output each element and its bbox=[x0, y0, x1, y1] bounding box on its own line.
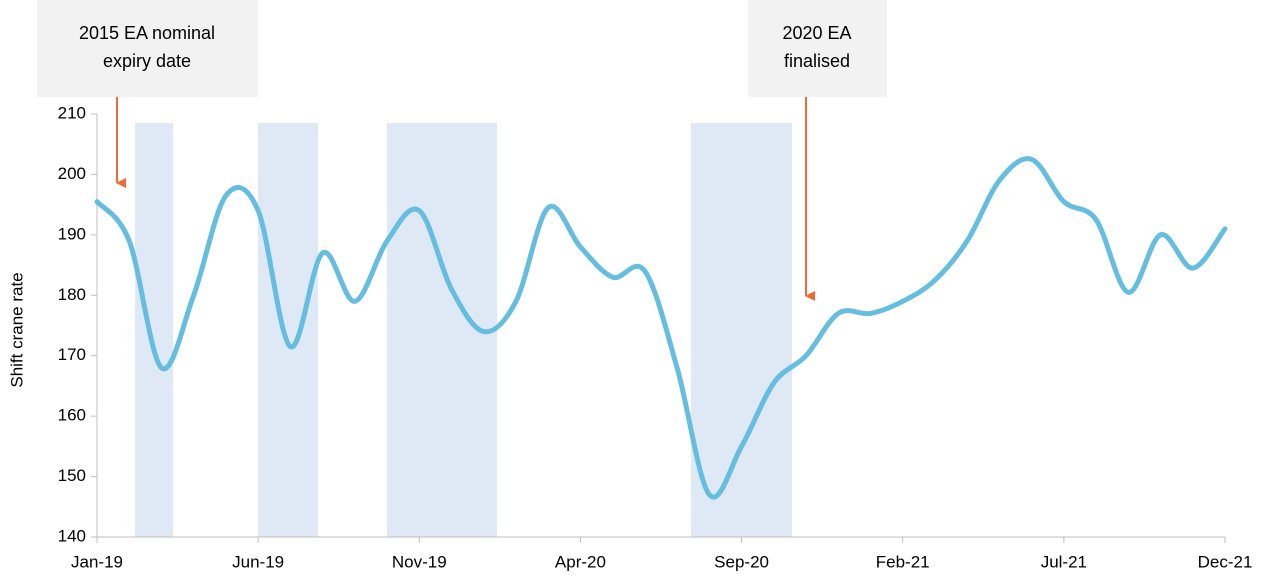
annotation: 2020 EA finalised bbox=[748, 0, 887, 301]
annotation-box bbox=[37, 0, 258, 97]
data-line bbox=[94, 156, 1228, 500]
x-tick-label: Jan-19 bbox=[71, 552, 123, 571]
y-tick-label: 170 bbox=[58, 345, 86, 364]
annotation-text: finalised bbox=[784, 51, 850, 71]
annotation-text: 2020 EA bbox=[782, 23, 851, 43]
x-tick-label: Apr-20 bbox=[555, 552, 606, 571]
annotation-text: 2015 EA nominal bbox=[79, 23, 215, 43]
y-tick-label: 200 bbox=[58, 164, 86, 183]
y-tick-label: 150 bbox=[58, 466, 86, 485]
annotation-text: expiry date bbox=[103, 51, 191, 71]
shaded-period bbox=[258, 123, 318, 537]
x-tick-label: Nov-19 bbox=[392, 552, 447, 571]
shaded-periods bbox=[135, 123, 792, 537]
x-tick-label: Feb-21 bbox=[876, 552, 930, 571]
shaded-period bbox=[691, 123, 792, 537]
y-tick-label: 210 bbox=[58, 103, 86, 122]
y-tick-label: 180 bbox=[58, 285, 86, 304]
y-axis-label: Shift crane rate bbox=[7, 272, 26, 387]
y-tick-label: 140 bbox=[58, 526, 86, 545]
y-tick-label: 190 bbox=[58, 224, 86, 243]
x-tick-label: Jul-21 bbox=[1041, 552, 1087, 571]
x-tick-label: Sep-20 bbox=[714, 552, 769, 571]
x-tick-label: Jun-19 bbox=[232, 552, 284, 571]
annotation: 2015 EA nominal expiry date bbox=[37, 0, 258, 188]
shaded-period bbox=[135, 123, 173, 537]
axes: 140 150 160 170 180 190 200 210 Jan-19 Jun-19 Nov-… bbox=[58, 103, 1253, 571]
plot bbox=[94, 156, 1228, 500]
y-tick-label: 160 bbox=[58, 406, 86, 425]
x-tick-label: Dec-21 bbox=[1198, 552, 1253, 571]
annotation-box bbox=[748, 0, 887, 97]
